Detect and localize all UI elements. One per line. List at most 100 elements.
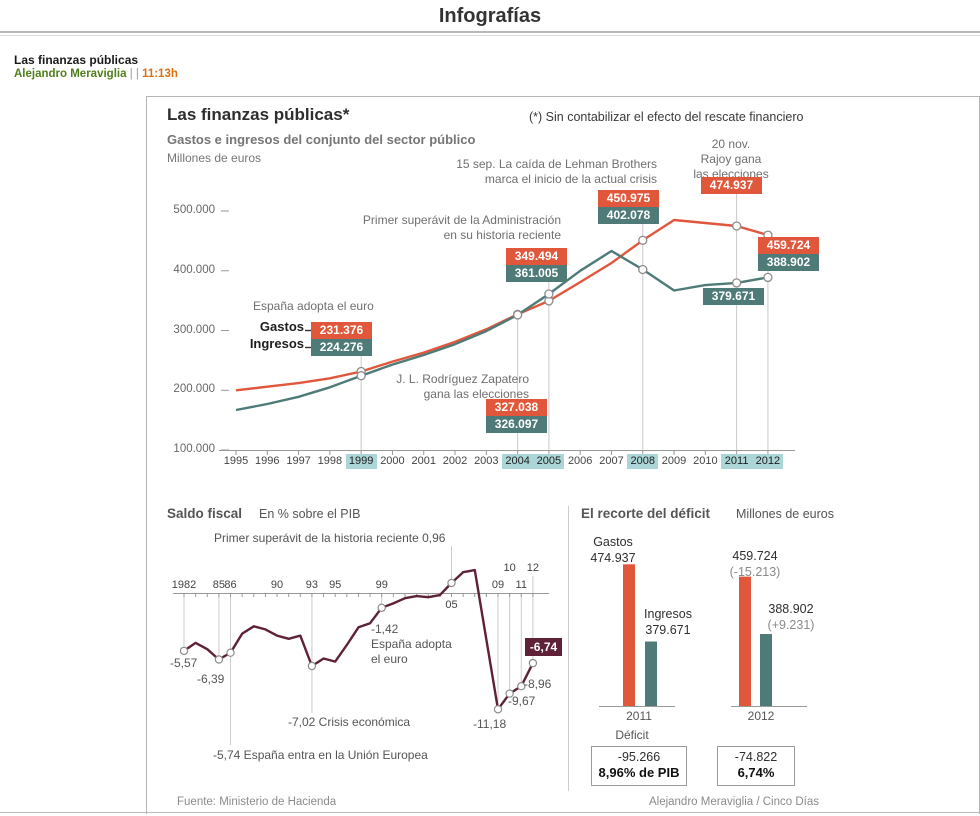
data-point-ingresos-2008 — [638, 264, 648, 275]
saldo-ue-note: -5,74 España entra en la Unión Europea — [213, 748, 428, 762]
main-x-label-2008: 2008 — [627, 454, 659, 469]
bar-gastos-value-2012: 459.724 — [732, 549, 778, 563]
badge-ingresos-2008: 402.078 — [598, 207, 659, 224]
saldo-value-1982: -5,57 — [170, 656, 198, 670]
article-author: Alejandro Meraviglia — [14, 68, 127, 80]
badge-ingresos-2005: 361.005 — [506, 265, 567, 282]
saldo-point-1982 — [179, 646, 189, 656]
main-x-label-2012: 2012 — [752, 454, 784, 469]
saldo-x-label-1995: 95 — [329, 579, 342, 591]
saldo-x-label-1982: 1982 — [171, 579, 197, 591]
deficit-pct-2011: 8,96% de PIB — [598, 765, 680, 780]
saldo-point-2011 — [517, 682, 526, 691]
main-x-label-2007: 2007 — [599, 455, 624, 467]
saldo-value-2009: -11,18 — [473, 717, 507, 731]
badge-gastos-2011: 474.937 — [701, 177, 762, 194]
main-chart-unit: Millones de euros — [167, 151, 262, 165]
recorte-unit: Millones de euros — [736, 507, 834, 521]
saldo-point-1986 — [226, 648, 235, 657]
bar-label-gastos-2011: Gastos 474.937 — [580, 534, 646, 566]
article-title: Las finanzas públicas — [14, 53, 139, 67]
bottom-divider — [0, 812, 980, 813]
saldo-value-2012-badge: -6,74 — [525, 638, 562, 656]
bar-year-2012: 2012 — [747, 709, 775, 723]
y-axis-label: 200.000 — [173, 383, 215, 396]
saldo-x-label-2009: 09 — [491, 579, 505, 591]
main-x-label-2002: 2002 — [442, 455, 468, 467]
data-point-ingresos-2005 — [544, 289, 554, 299]
data-point-ingresos-2004 — [512, 310, 523, 320]
saldo-x-label-1993: 93 — [305, 579, 319, 591]
saldo-point-1993 — [307, 661, 317, 671]
bar-ingresos-name: Ingresos — [644, 607, 692, 621]
saldo-value-2011: -8,96 — [524, 677, 552, 691]
y-axis-label: 100.000 — [173, 443, 215, 455]
saldo-point-1985 — [214, 655, 224, 664]
bar-gastos-name: Gastos — [593, 535, 633, 549]
source-credit: Fuente: Ministerio de Hacienda — [177, 796, 337, 808]
main-x-label-1995: 1995 — [223, 455, 249, 467]
main-x-label-1997: 1997 — [286, 455, 311, 467]
saldo-crisis-note: -7,02 Crisis económica — [288, 715, 411, 729]
badge-gastos-2004: 327.038 — [486, 399, 547, 416]
badge-gastos-2005: 349.494 — [506, 248, 567, 265]
deficit-label: Déficit — [615, 728, 649, 742]
saldo-subtitle: En % sobre el PIB — [259, 507, 361, 521]
main-x-label-2011: 2011 — [721, 454, 753, 469]
recorte-title: El recorte del déficit — [581, 506, 711, 521]
saldo-x-label-2005: 05 — [445, 599, 458, 611]
header-divider-light — [0, 35, 980, 36]
annotation-espana-euro: España adopta el euro — [253, 299, 374, 313]
bar-ingresos-value-2011: 379.671 — [645, 623, 691, 637]
saldo-point-2010 — [505, 689, 514, 698]
bar-label-gastos-2012: 459.724 (-15.213) — [722, 548, 788, 580]
infographic-title: Las finanzas públicas* — [167, 105, 350, 124]
bar-year-2011: 2011 — [626, 709, 652, 723]
data-point-ingresos-2011 — [731, 278, 742, 288]
saldo-x-label-2010: 10 — [503, 562, 516, 574]
bar-label-ingresos-2011: Ingresos 379.671 — [635, 606, 701, 638]
badge-ingresos-2012: 388.902 — [758, 254, 819, 271]
series-line-ingresos — [235, 249, 769, 412]
main-x-label-2004: 2004 — [502, 454, 534, 469]
saldo-point-2009 — [493, 705, 503, 714]
deficit-box-2011: -95.266 8,96% de PIB — [591, 746, 687, 786]
bar-gastos-value-2011: 474.937 — [590, 551, 636, 565]
data-point-ingresos-1999 — [356, 371, 366, 381]
annotation-primer-superavit: Primer superávit de la Administración en… — [362, 213, 561, 242]
infographic-footnote: (*) Sin contabilizar el efecto del resca… — [529, 110, 804, 124]
main-x-label-2009: 2009 — [661, 455, 687, 467]
legend-ingresos-label: Ingresos — [249, 336, 304, 351]
deficit-pct-2012: 6,74% — [737, 765, 775, 780]
saldo-x-label-1985: 85 — [212, 579, 225, 591]
article-time: 11:13h — [142, 68, 178, 80]
saldo-x-label-1990: 90 — [270, 579, 284, 591]
charts-overlay: Las finanzas públicas* (*) Sin contabili… — [147, 97, 979, 814]
saldo-title: Saldo fiscal — [167, 506, 243, 521]
main-x-label-2003: 2003 — [474, 455, 499, 467]
saldo-x-label-1986: 86 — [224, 579, 237, 591]
bar-gastos-2011 — [623, 564, 635, 706]
deficit-box-2012: -74.822 6,74% — [717, 746, 795, 786]
main-x-label-2010: 2010 — [693, 455, 718, 467]
y-axis-label: 500.000 — [173, 204, 215, 216]
badge-gastos-1999: 231.376 — [311, 322, 372, 339]
bar-gastos-2012 — [739, 576, 751, 706]
badge-ingresos-2004: 326.097 — [486, 416, 547, 433]
main-x-label-2000: 2000 — [380, 455, 405, 467]
badge-gastos-2008: 450.975 — [598, 190, 659, 207]
data-point-gastos-2008 — [638, 235, 648, 245]
main-x-label-1996: 1996 — [255, 455, 280, 467]
header-divider — [0, 31, 980, 33]
main-x-label-2006: 2006 — [567, 455, 593, 467]
badge-ingresos-2011: 379.671 — [703, 288, 764, 305]
byline-separator: | | — [129, 68, 139, 80]
annotation-rajoy: 20 nov. Rajoy gana las elecciones — [693, 137, 769, 181]
bar-ingresos-delta-2012: (+9.231) — [767, 618, 815, 632]
main-chart-title: Gastos e ingresos del conjunto del secto… — [167, 132, 476, 147]
legend-gastos-label: Gastos — [259, 319, 304, 334]
main-x-label-1999: 1999 — [345, 454, 377, 469]
main-x-label-2001: 2001 — [411, 455, 436, 467]
saldo-value-1985: -6,39 — [197, 672, 225, 686]
